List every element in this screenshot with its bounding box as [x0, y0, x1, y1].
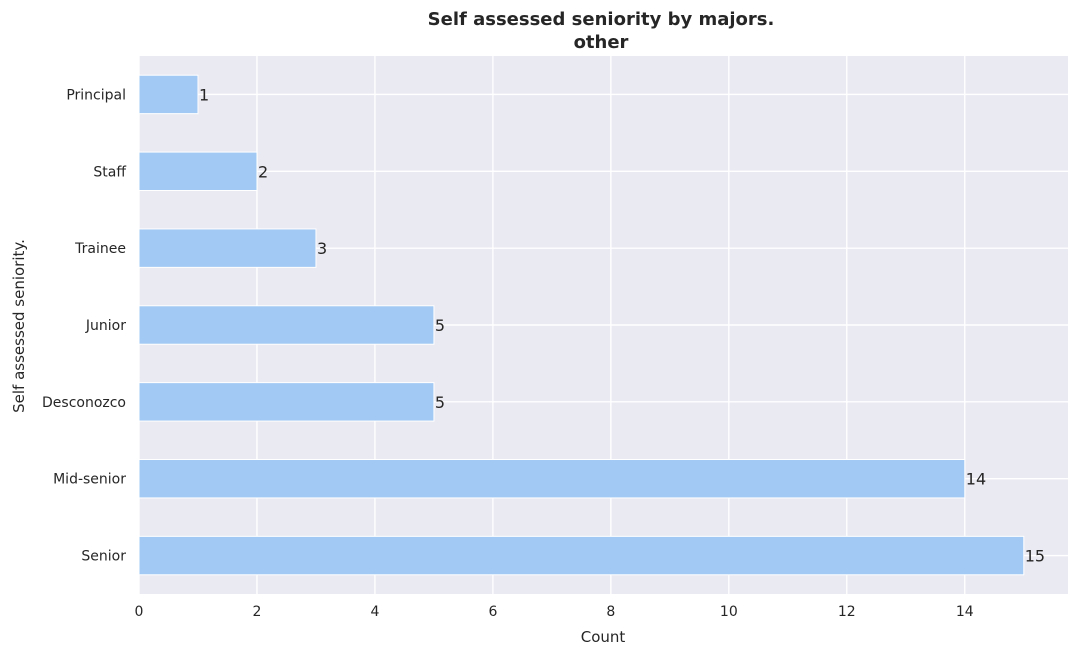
x-tick-label: 4	[370, 604, 379, 620]
bar-value-label: 14	[966, 470, 986, 489]
bar-junior	[138, 305, 435, 345]
x-tick-label: 0	[135, 604, 144, 620]
y-tick-label: Staff	[93, 164, 126, 180]
bar-desconozco	[138, 382, 435, 422]
y-tick-label: Mid-senior	[53, 472, 126, 488]
bar-senior	[138, 535, 1025, 576]
chart-subtitle: other	[574, 32, 629, 53]
x-tick-label: 2	[253, 604, 262, 620]
bar-trainee	[138, 228, 317, 268]
bar-value-label: 15	[1025, 547, 1045, 566]
y-tick-labels: Principal Staff Trainee Junior Desconozco Mid…	[42, 87, 126, 564]
bar-value-label: 3	[317, 239, 327, 258]
bar-value-label: 2	[258, 162, 268, 181]
bar-value-label: 5	[435, 393, 445, 412]
y-tick-label: Trainee	[74, 241, 126, 257]
x-tick-labels: 0 2 4 6 8 10 12 14	[135, 604, 974, 620]
x-axis-label: Count	[581, 628, 626, 646]
x-tick-label: 8	[606, 604, 615, 620]
y-tick-label: Senior	[81, 549, 126, 565]
y-axis-label: Self assessed seniority.	[10, 239, 28, 413]
data-labels: 1 2 3 5 5 14 15	[199, 85, 1045, 565]
x-tick-label: 10	[720, 604, 738, 620]
bar-mid-senior	[138, 459, 966, 499]
x-tick-label: 6	[488, 604, 497, 620]
x-tick-label: 14	[956, 604, 974, 620]
bars	[138, 74, 1025, 576]
bar-value-label: 5	[435, 316, 445, 335]
bar-principal	[138, 74, 199, 115]
chart-title: Self assessed seniority by majors.	[428, 9, 775, 30]
x-tick-label: 12	[838, 604, 856, 620]
y-tick-label: Principal	[66, 87, 126, 103]
y-tick-label: Desconozco	[42, 395, 126, 411]
bar-staff	[138, 151, 258, 191]
y-tick-label: Junior	[85, 318, 126, 334]
bar-value-label: 1	[199, 85, 209, 104]
